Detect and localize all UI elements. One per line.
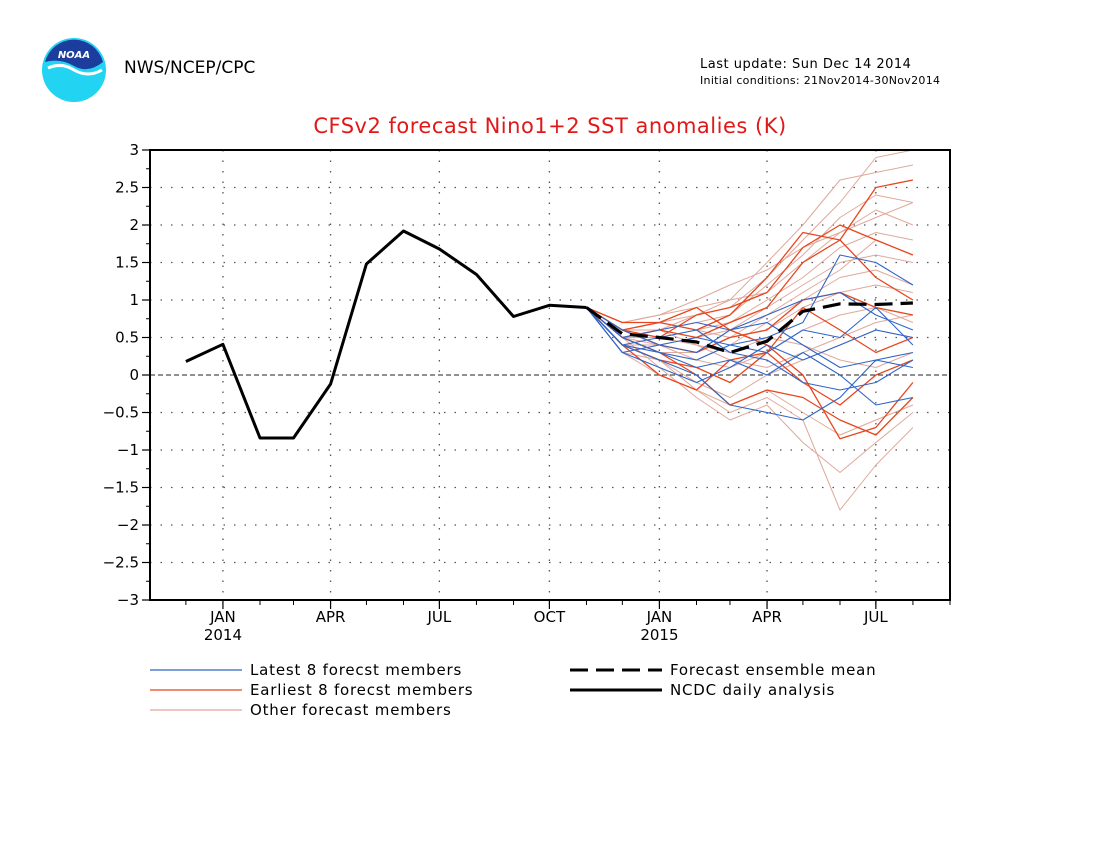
- legend-label-earliest: Earliest 8 forecst members: [250, 681, 473, 699]
- organization-label: NWS/NCEP/CPC: [124, 58, 256, 78]
- y-tick-label: −2: [117, 516, 139, 534]
- other-member-line: [586, 307, 913, 398]
- y-tick-label: 2: [129, 216, 139, 234]
- latest-members-layer: [586, 254, 914, 421]
- earliest-member-line: [586, 179, 914, 331]
- y-tick-label: −0.5: [103, 404, 139, 422]
- analysis-layer: [185, 229, 587, 440]
- legend-label-latest: Latest 8 forecst members: [250, 661, 462, 679]
- legend: Latest 8 forecst members Earliest 8 forec…: [150, 661, 876, 719]
- chart-title: CFSv2 forecast Nino1+2 SST anomalies (K): [313, 114, 787, 138]
- x-tick-label: APR: [316, 608, 346, 626]
- x-tick-label: OCT: [534, 608, 566, 626]
- ensemble-mean-line: [585, 301, 913, 355]
- y-tick-label: −1.5: [103, 479, 139, 497]
- legend-label-other: Other forecast members: [250, 701, 452, 719]
- latest-member-line: [586, 307, 914, 384]
- latest-member-line: [586, 307, 914, 421]
- y-tick-label: −2.5: [103, 554, 139, 572]
- ensemble-mean-layer: [585, 301, 913, 355]
- earliest-member-line: [586, 306, 914, 440]
- initial-conditions-text: Initial conditions: 21Nov2014-30Nov2014: [700, 74, 941, 87]
- y-tick-label: −3: [117, 591, 139, 609]
- legend-label-analysis: NCDC daily analysis: [670, 681, 835, 699]
- other-member-line: [586, 194, 913, 338]
- latest-member-line: [586, 307, 914, 369]
- x-tick-label: JAN: [646, 608, 673, 626]
- y-axis: 3 2.5 2 1.5 1 0.5 0 −0.5 −1 −1.5 −2 −2.5 −3: [103, 141, 150, 609]
- x-tick-label: JUL: [863, 608, 888, 626]
- x-tick-label: JAN: [209, 608, 236, 626]
- y-tick-label: 0: [129, 366, 139, 384]
- x-tick-label: APR: [752, 608, 782, 626]
- earliest-member-line: [586, 307, 914, 436]
- logo-text: NOAA: [58, 50, 90, 61]
- x-tick-label: JUL: [427, 608, 452, 626]
- last-update-text: Last update: Sun Dec 14 2014: [700, 57, 912, 72]
- legend-label-mean: Forecast ensemble mean: [670, 661, 876, 679]
- latest-member-line: [586, 306, 914, 354]
- other-member-line: [586, 307, 914, 436]
- earliest-members-layer: [586, 179, 914, 440]
- analysis-line: [185, 229, 587, 440]
- x-tick-year-label: 2015: [640, 626, 678, 644]
- earliest-member-line: [586, 224, 914, 339]
- y-tick-label: 2.5: [115, 179, 139, 197]
- y-tick-label: 1.5: [115, 254, 139, 272]
- other-member-line: [586, 202, 914, 323]
- y-tick-label: 1: [129, 291, 139, 309]
- y-tick-label: −1: [117, 441, 139, 459]
- latest-member-line: [586, 307, 914, 406]
- y-tick-label: 3: [129, 141, 139, 159]
- y-tick-label: 0.5: [115, 329, 139, 347]
- x-tick-year-label: 2014: [204, 626, 242, 644]
- other-member-line: [586, 209, 914, 331]
- grid-layer: [150, 150, 950, 600]
- noaa-logo: NOAA: [40, 36, 108, 104]
